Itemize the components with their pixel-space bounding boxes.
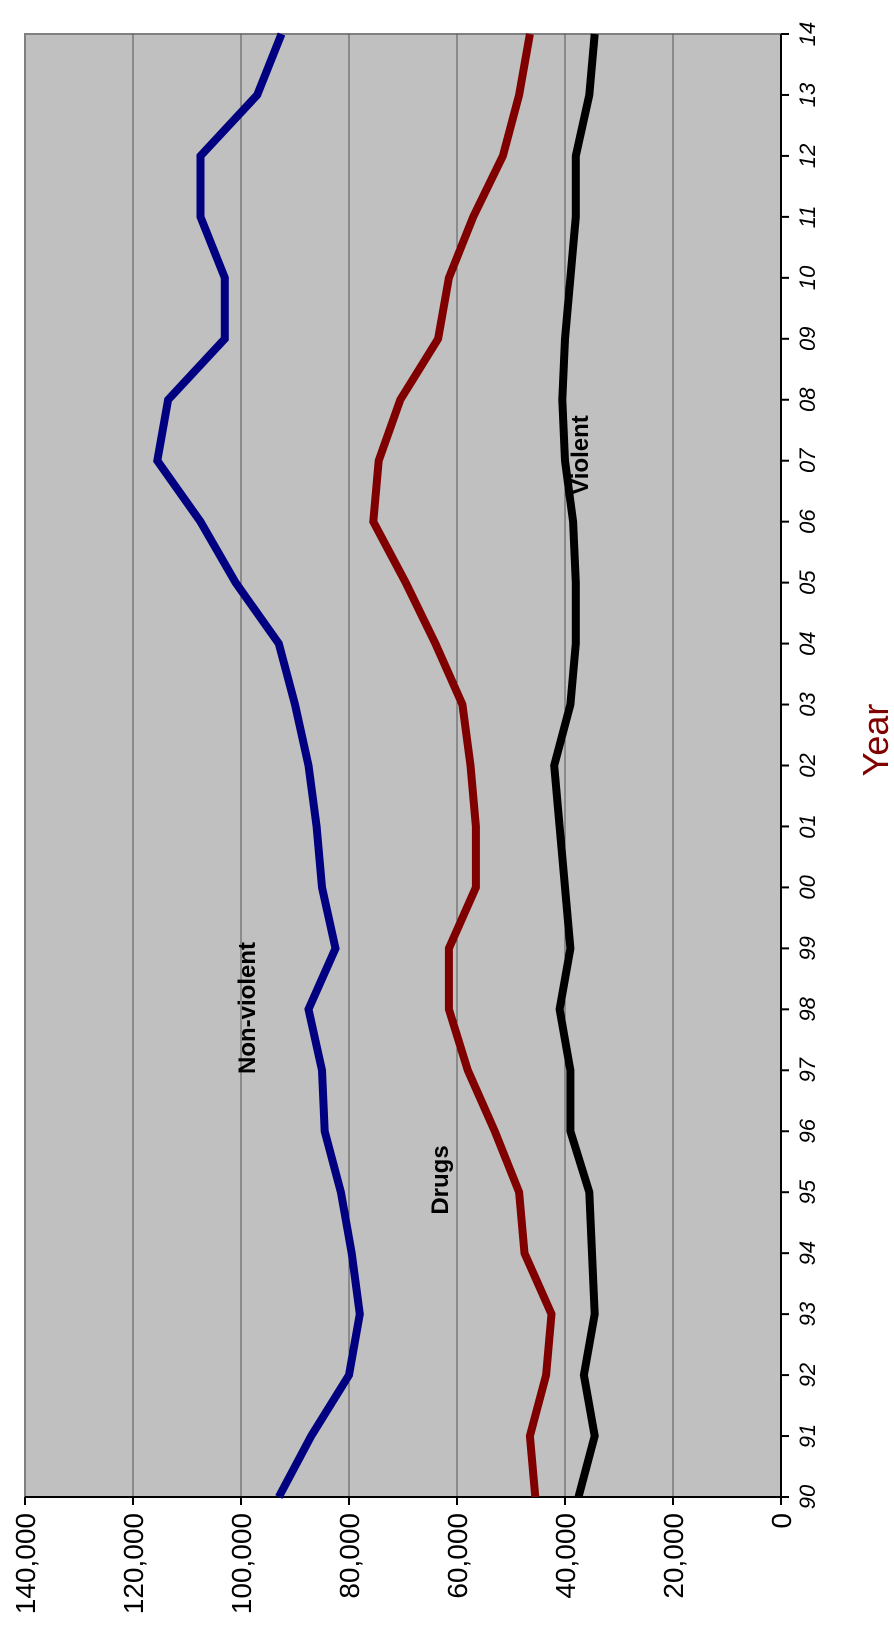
y-tick-label: 120,000 (118, 1513, 149, 1614)
x-tick-label: 06 (795, 509, 820, 534)
x-tick-label: 95 (795, 1179, 820, 1204)
x-tick-label: 09 (795, 327, 820, 351)
x-tick-label: 12 (795, 144, 820, 168)
x-tick-label: 10 (795, 265, 820, 290)
x-axis-title: Year (855, 704, 894, 777)
series-labels: Non-violent Drugs Violent (234, 415, 594, 1214)
y-tick-label: 20,000 (658, 1513, 689, 1599)
x-tick-label: 99 (795, 936, 820, 960)
x-tick-label: 08 (795, 387, 820, 412)
x-tick-label: 13 (795, 82, 820, 107)
x-tick-label: 11 (795, 205, 820, 228)
x-tick-label: 96 (795, 1118, 820, 1143)
y-tick-labels: 0 20,000 40,000 60,000 80,000 100,000 120,000 1… (10, 1497, 797, 1614)
series-lines (153, 32, 599, 1499)
y-tick-label: 80,000 (334, 1513, 365, 1599)
gridlines (132, 34, 674, 1497)
y-tick-label: 40,000 (550, 1513, 581, 1599)
x-tick-label: 00 (795, 874, 820, 899)
x-tick-label: 01 (795, 814, 820, 838)
x-tick-label: 97 (795, 1057, 820, 1082)
series-label-violent: Violent (567, 415, 594, 495)
plot-area (24, 33, 782, 1498)
x-tick-label: 14 (795, 22, 820, 46)
x-tick-label: 02 (795, 753, 820, 777)
series-label-drugs: Drugs (427, 1145, 454, 1214)
x-tick-label: 04 (795, 631, 820, 655)
series-line-drugs (369, 33, 556, 1498)
series-label-non-violent: Non-violent (234, 942, 261, 1074)
y-tick-label: 100,000 (226, 1513, 257, 1614)
y-tick-label: 60,000 (442, 1513, 473, 1599)
x-tick-labels: 90 91 92 93 94 95 96 97 98 99 00 01 02 03 04 05 06 07 08 09… (781, 22, 820, 1509)
series-line-violent (550, 33, 599, 1499)
x-tick-label: 94 (795, 1241, 820, 1265)
x-tick-label: 05 (795, 570, 820, 595)
x-tick-label: 90 (795, 1484, 820, 1509)
series-line-non-violent (153, 32, 364, 1499)
x-tick-label: 98 (795, 996, 820, 1021)
x-tick-label: 03 (795, 692, 820, 717)
x-tick-label: 93 (795, 1301, 820, 1326)
x-tick-label: 91 (795, 1424, 820, 1448)
y-tick-label: 140,000 (10, 1513, 41, 1614)
x-tick-label: 92 (795, 1363, 820, 1387)
x-tick-label: 07 (795, 448, 820, 473)
y-tick-label: 0 (766, 1513, 797, 1529)
